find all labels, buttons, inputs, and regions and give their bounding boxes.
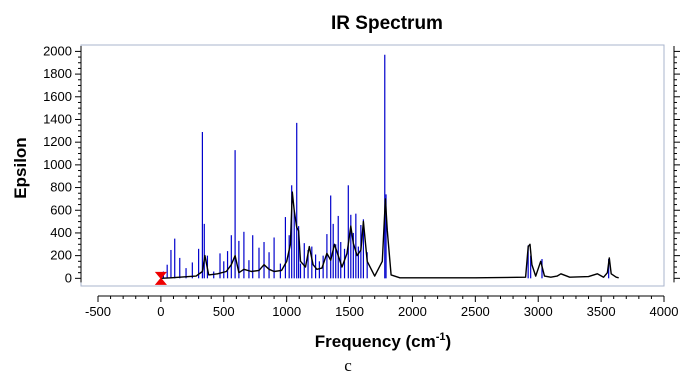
- chart-title: IR Spectrum: [331, 13, 443, 34]
- x-tick-label: -500: [85, 304, 111, 319]
- axes-group: -500 0 500 1000 1500 2000 2500 3000 3500 4000 0 200…: [43, 43, 680, 319]
- y-tick-label: 800: [50, 180, 72, 195]
- plot-frame: [80, 44, 665, 287]
- y-tick-label: 200: [50, 248, 72, 263]
- x-tick-label: 1500: [335, 304, 364, 319]
- y-tick-label: 1400: [43, 111, 72, 126]
- spectrum-series: [160, 191, 619, 279]
- y-axis-label: Epsilon: [11, 137, 30, 198]
- x-tick-label: 500: [213, 304, 235, 319]
- x-axis-label-superscript: -1: [436, 331, 446, 343]
- origin-marker: [154, 271, 167, 285]
- y-tick-label: 1800: [43, 66, 72, 81]
- y-tick-label: 600: [50, 202, 72, 217]
- x-tick-label: 2000: [398, 304, 427, 319]
- x-tick-label: 3500: [587, 304, 616, 319]
- x-tick-label: 2500: [461, 304, 490, 319]
- y-tick-label: 1000: [43, 157, 72, 172]
- y-tick-label: 0: [65, 270, 72, 285]
- x-axis-label: Frequency (cm-1): [315, 331, 451, 351]
- y-tick-label: 400: [50, 225, 72, 240]
- x-tick-label: 4000: [650, 304, 679, 319]
- y-tick-label: 2000: [43, 43, 72, 58]
- x-tick-label: 1000: [272, 304, 301, 319]
- x-axis-label-suffix: ): [446, 332, 452, 351]
- y-tick-label: 1200: [43, 134, 72, 149]
- y-tick-label: 1600: [43, 89, 72, 104]
- x-tick-label: 3000: [524, 304, 553, 319]
- spectrum-line: [160, 191, 619, 279]
- stick-series: [162, 54, 610, 279]
- x-axis-label-main: Frequency (cm: [315, 332, 436, 351]
- x-tick-label: 0: [157, 304, 164, 319]
- figure-caption: c: [344, 356, 352, 375]
- origin-marker-group: [154, 271, 167, 285]
